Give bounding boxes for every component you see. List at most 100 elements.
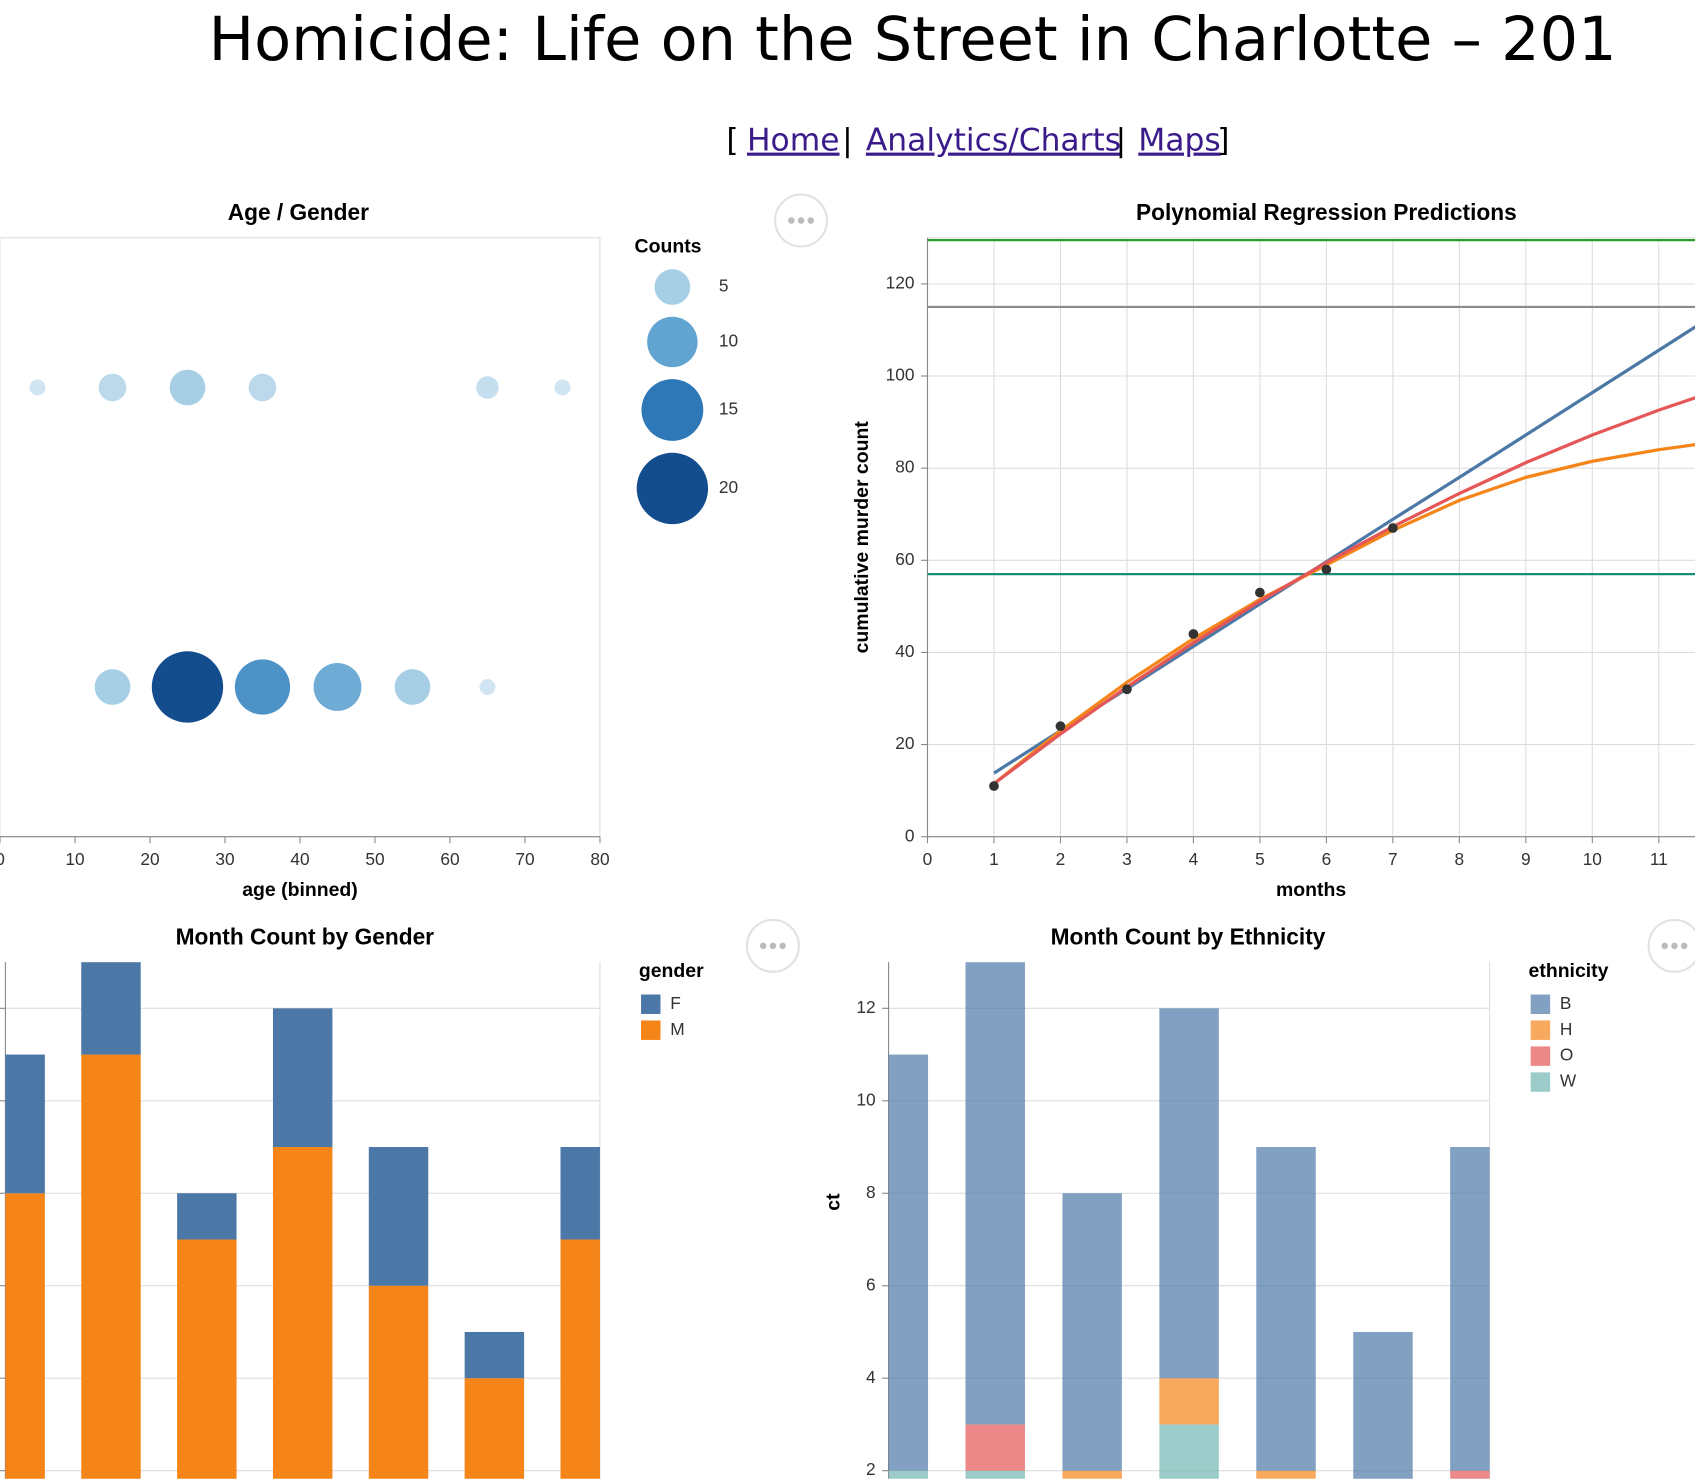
bubble <box>94 669 131 705</box>
bar-segment <box>888 1470 929 1484</box>
bar-segment <box>888 1054 929 1471</box>
y-axis-title: ct <box>823 1193 845 1211</box>
data-point <box>1122 684 1132 695</box>
y-tick-label: 80 <box>895 457 914 477</box>
x-tick-label: 9 <box>1521 849 1531 869</box>
bubble <box>234 659 291 715</box>
bar-segment <box>272 1008 333 1148</box>
data-point <box>1321 564 1332 575</box>
bars <box>5 962 600 1484</box>
bar-segment <box>464 1378 525 1484</box>
bar-segment <box>965 1470 1025 1484</box>
y-tick-label: 4 <box>866 1367 876 1387</box>
actions-menu[interactable] <box>745 918 800 973</box>
legend-symbol <box>636 452 709 525</box>
bar-segment <box>1159 1008 1219 1379</box>
legend-label: W <box>1560 1071 1577 1091</box>
x-tick-label: 4 <box>1189 849 1199 869</box>
bar-segment <box>1256 1470 1316 1484</box>
legend-label: O <box>1560 1045 1573 1065</box>
bubble <box>98 373 127 402</box>
x-axis-title: months <box>1276 879 1346 901</box>
legend-swatch <box>1530 994 1551 1014</box>
page-title: Homicide: Life on the Street in Charlott… <box>209 5 1617 75</box>
y-tick-label: 100 <box>886 365 915 385</box>
legend-symbol <box>654 269 691 305</box>
x-tick-label: 40 <box>290 849 309 869</box>
regression-line <box>993 396 1695 786</box>
x-tick-label: 20 <box>140 849 159 869</box>
bar-segment <box>1353 1331 1413 1484</box>
bar-segment <box>177 1239 237 1484</box>
actions-menu[interactable] <box>773 193 829 248</box>
x-tick-label: 7 <box>1388 849 1398 869</box>
y-tick-label: 6 <box>866 1274 876 1294</box>
legend-label: 5 <box>719 276 729 296</box>
x-tick-label: 60 <box>440 849 459 869</box>
x-tick-label: 0 <box>0 849 5 869</box>
data-point <box>1255 587 1265 598</box>
bubble <box>394 669 431 705</box>
bars <box>888 962 1490 1484</box>
x-axis-title: age (binned) <box>242 879 358 901</box>
bar-segment <box>81 962 141 1055</box>
bubble <box>248 373 277 402</box>
bubble <box>313 663 362 711</box>
bubble <box>169 369 206 406</box>
nav-link[interactable]: Home <box>747 123 840 159</box>
y-tick-label: 60 <box>895 549 914 569</box>
bar-segment <box>1062 1193 1122 1471</box>
bar-segment <box>965 962 1025 1425</box>
bar-segment <box>1256 1147 1316 1471</box>
legend-label: H <box>1560 1019 1572 1039</box>
bar-segment <box>1159 1378 1219 1425</box>
chart-title: Month Count by Ethnicity <box>1051 923 1326 949</box>
x-tick-label: 2 <box>1056 849 1066 869</box>
bar-segment <box>560 1239 600 1484</box>
bar-segment <box>368 1147 429 1286</box>
legend-swatch <box>1530 1020 1551 1040</box>
nav-separator: | <box>842 123 853 159</box>
data-point <box>989 781 999 791</box>
bubble <box>151 651 224 723</box>
bar-segment <box>464 1331 525 1379</box>
legend-title: Counts <box>635 236 702 258</box>
data-point <box>1188 629 1199 639</box>
legend-label: B <box>1560 993 1572 1013</box>
nav-bracket: [ <box>726 123 738 159</box>
x-tick-label: 5 <box>1255 849 1265 869</box>
y-tick-label: 0 <box>905 825 915 845</box>
y-tick-label: 40 <box>895 641 914 661</box>
chart-title: Polynomial Regression Predictions <box>1136 199 1517 225</box>
chart-title: Month Count by Gender <box>176 923 435 949</box>
legend-symbol <box>641 379 704 441</box>
bar-segment <box>1062 1470 1122 1484</box>
legend-title: ethnicity <box>1529 960 1609 982</box>
y-tick-label: 8 <box>866 1182 876 1202</box>
actions-menu[interactable] <box>1647 918 1695 973</box>
x-tick-label: 70 <box>515 849 534 869</box>
legend-title: gender <box>639 960 704 982</box>
y-tick-label: 12 <box>856 997 875 1017</box>
bubble <box>476 376 499 399</box>
legend-swatch <box>641 1020 661 1040</box>
x-tick-label: 11 <box>1650 849 1668 869</box>
bar-segment <box>1450 1147 1490 1471</box>
data-point <box>1388 523 1398 533</box>
bar-segment <box>272 1147 333 1484</box>
nav-link[interactable]: Maps <box>1138 123 1220 159</box>
x-tick-label: 30 <box>215 849 234 869</box>
legend-swatch <box>641 994 661 1014</box>
y-axis-title: cumulative murder count <box>851 421 873 654</box>
bar-segment <box>177 1193 237 1240</box>
legend-swatch <box>1530 1072 1551 1092</box>
x-tick-label: 1 <box>989 849 999 869</box>
bar-segment <box>1450 1470 1490 1484</box>
bar-segment <box>1159 1424 1219 1484</box>
legend-symbol <box>647 316 698 368</box>
legend-swatch <box>1530 1046 1551 1066</box>
nav-link[interactable]: Analytics/Charts <box>866 123 1121 159</box>
